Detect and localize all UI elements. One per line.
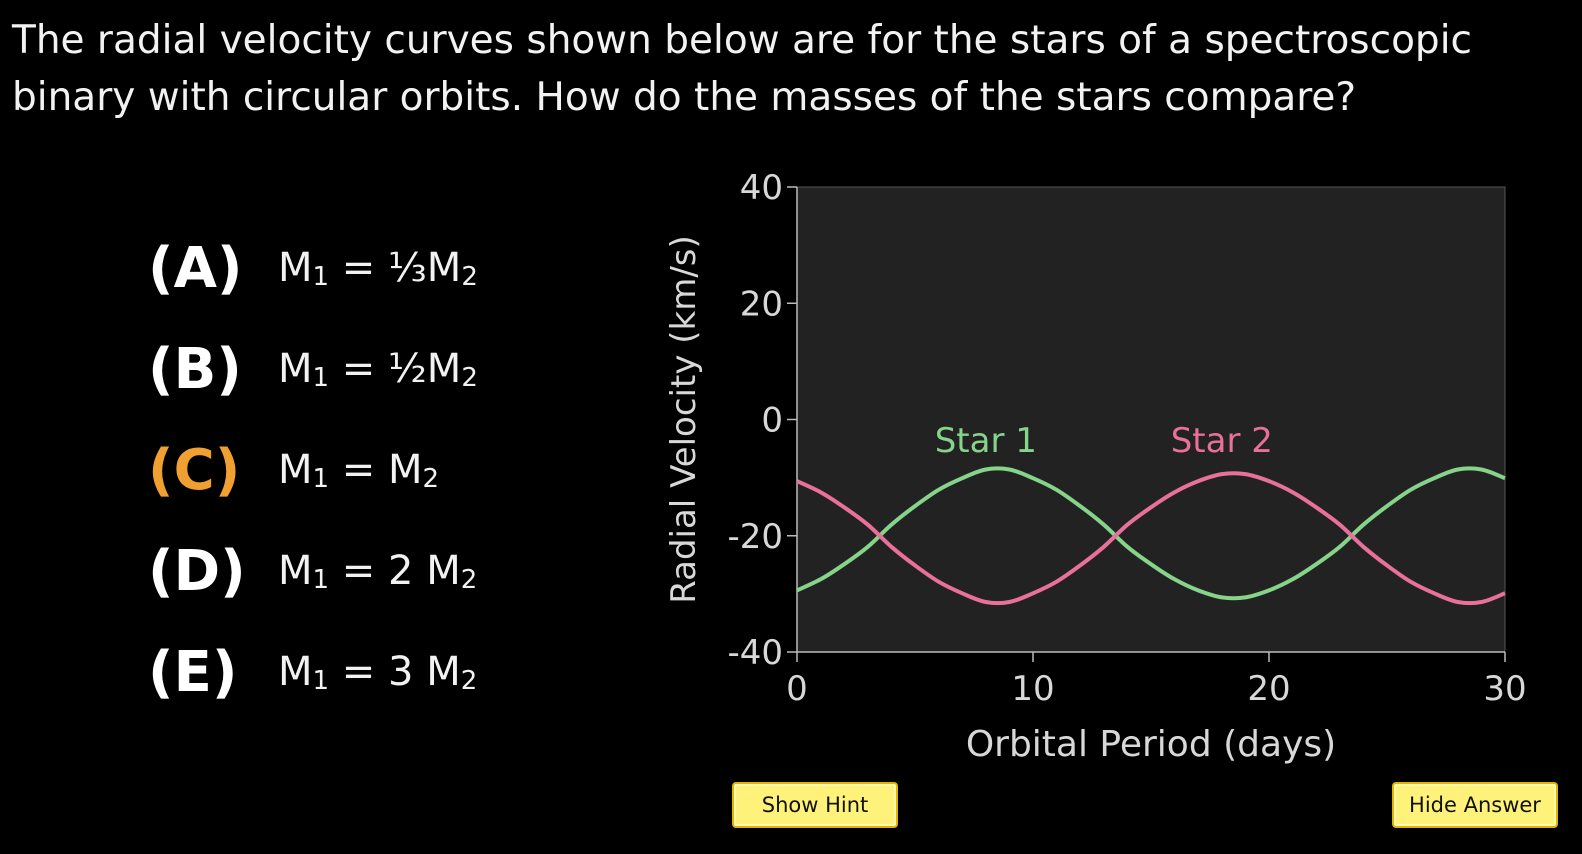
x-tick-label: 20 [1247,669,1290,709]
plot-area [796,186,1506,653]
mass-subscript: 1 [312,665,330,696]
equals-sign: = [329,446,389,493]
mass-subscript: 2 [422,463,440,494]
hide-answer-button[interactable]: Hide Answer [1392,782,1558,828]
option-letter: (C) [148,437,241,503]
mass-symbol: M [278,244,313,291]
series-label: Star 2 [1171,421,1273,461]
series-line-2 [796,471,1506,606]
x-tick-label: 10 [1011,669,1054,709]
mass-symbol: M [426,345,462,392]
option-e[interactable]: (E) M1 = 3 M2 [148,632,477,712]
equals-sign: = [329,547,389,594]
mass-symbol: M [388,446,423,493]
mass-symbol: M [426,547,461,594]
option-d[interactable]: (D) M1 = 2 M2 [148,531,477,611]
option-a[interactable]: (A) M1 = ⅓M2 [148,228,478,308]
mass-ratio-coefficient: ⅓ [388,244,427,291]
option-formula: M1 = ½M2 [278,346,478,393]
y-tick-label: 40 [740,168,783,208]
x-axis-label: Orbital Period (days) [966,724,1336,765]
option-letter: (D) [148,538,246,604]
option-letter: (A) [148,235,243,301]
equals-sign: = [329,345,389,392]
option-letter: (E) [148,639,238,705]
option-formula: M1 = 2 M2 [278,548,477,595]
option-formula: M1 = 3 M2 [278,649,477,696]
mass-symbol: M [278,345,313,392]
option-formula: M1 = ⅓M2 [278,245,478,292]
equals-sign: = [329,648,389,695]
mass-symbol: M [278,648,313,695]
mass-ratio-coefficient: 2 [388,547,427,594]
mass-symbol: M [426,244,462,291]
mass-subscript: 1 [312,564,330,595]
show-hint-button[interactable]: Show Hint [732,782,898,828]
mass-symbol: M [426,648,461,695]
option-formula: M1 = M2 [278,447,439,494]
y-axis-label: Radial Velocity (km/s) [664,235,704,604]
y-tick-label: 0 [761,401,783,441]
mass-subscript: 1 [312,261,330,292]
series-line-1 [796,466,1506,601]
x-tick-label: 0 [786,669,808,709]
mass-ratio-coefficient: ½ [388,345,427,392]
series-label: Star 1 [935,421,1037,461]
mass-ratio-coefficient: 3 [388,648,427,695]
y-tick-label: 20 [740,284,783,324]
mass-subscript: 2 [460,564,478,595]
option-b[interactable]: (B) M1 = ½M2 [148,329,478,409]
mass-subscript: 1 [312,463,330,494]
mass-subscript: 2 [461,362,478,393]
mass-symbol: M [278,547,313,594]
x-tick-label: 30 [1483,669,1526,709]
y-tick-label: -40 [727,633,783,673]
question-text: The radial velocity curves shown below a… [12,18,1472,120]
mass-symbol: M [278,446,313,493]
equals-sign: = [329,244,389,291]
option-c[interactable]: (C) M1 = M2 [148,430,439,510]
mass-subscript: 2 [461,261,478,292]
mass-subscript: 2 [460,665,478,696]
option-letter: (B) [148,336,242,402]
mass-subscript: 1 [312,362,330,393]
y-tick-label: -20 [727,517,783,557]
